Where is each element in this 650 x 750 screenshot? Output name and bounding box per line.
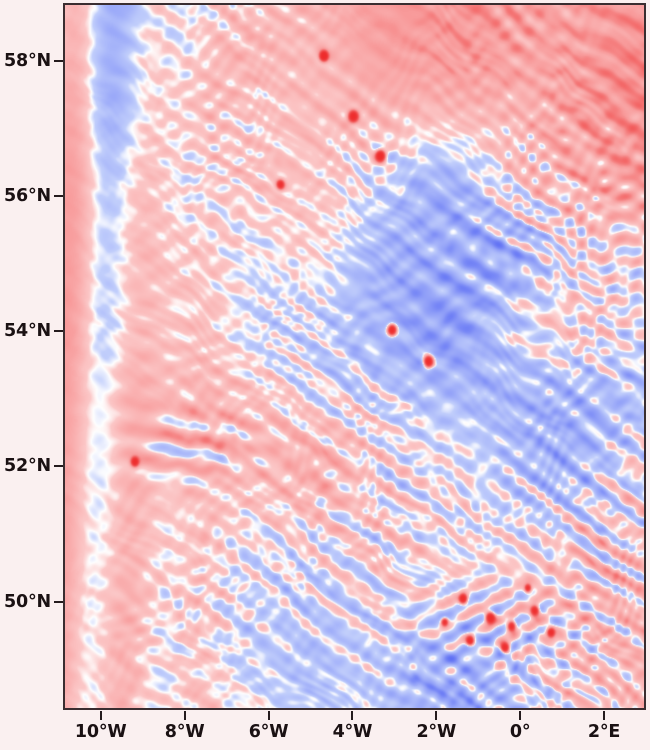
longitude-tick-label: 2°W	[416, 722, 457, 742]
latitude-tick-mark	[54, 465, 63, 468]
latitude-tick-mark	[54, 600, 63, 603]
latitude-tick-label: 58°N	[4, 50, 51, 71]
longitude-tick-mark	[99, 711, 102, 720]
latitude-tick-label: 50°N	[4, 591, 51, 612]
longitude-tick-label: 8°W	[164, 722, 205, 742]
longitude-tick-mark	[603, 711, 606, 720]
latitude-tick-label: 56°N	[4, 185, 51, 206]
latitude-tick-mark	[54, 59, 63, 62]
latitude-tick-mark	[54, 330, 63, 333]
longitude-tick-mark	[267, 711, 270, 720]
longitude-tick-mark	[435, 711, 438, 720]
longitude-tick-label: 0°	[509, 722, 531, 742]
longitude-tick-label: 6°W	[248, 722, 289, 742]
map-axes[interactable]	[63, 3, 646, 710]
longitude-tick-label: 4°W	[332, 722, 373, 742]
longitude-tick-label: 10°W	[74, 722, 127, 742]
latitude-tick-mark	[54, 194, 63, 197]
longitude-tick-mark	[183, 711, 186, 720]
map-heatmap-field	[65, 5, 644, 708]
longitude-tick-label: 2°E	[587, 722, 621, 742]
latitude-tick-label: 52°N	[4, 456, 51, 477]
latitude-tick-label: 54°N	[4, 321, 51, 342]
longitude-tick-mark	[519, 711, 522, 720]
longitude-tick-mark	[351, 711, 354, 720]
